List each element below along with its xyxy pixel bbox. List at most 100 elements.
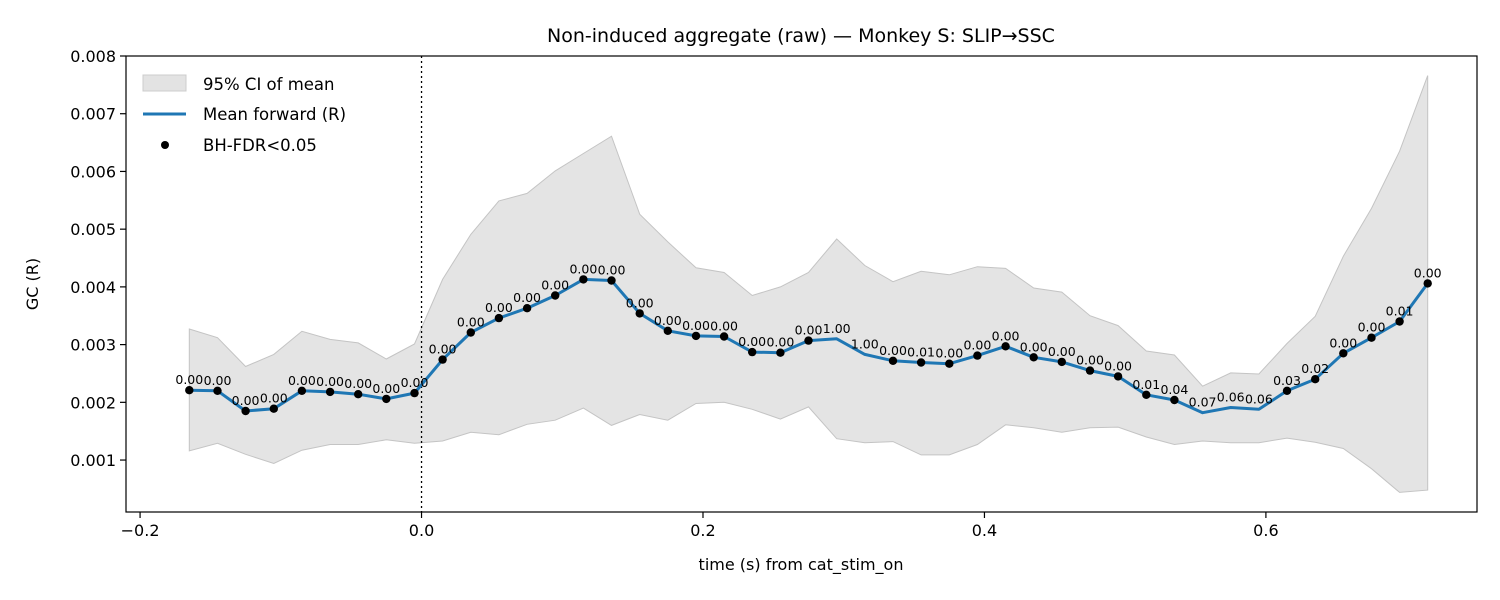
legend-ci-swatch xyxy=(142,74,187,92)
p-value-label: 0.00 xyxy=(316,374,344,389)
y-tick-label: 0.006 xyxy=(70,162,116,181)
legend-points-swatch xyxy=(161,141,169,149)
significant-point xyxy=(748,347,757,357)
p-value-label: 0.00 xyxy=(1414,265,1442,280)
significant-point xyxy=(691,331,701,341)
p-value-label: 0.04 xyxy=(1160,382,1188,397)
y-tick-label: 0.002 xyxy=(70,393,116,412)
x-axis: −0.2 0.0 0.2 0.4 0.6 xyxy=(121,512,1279,540)
y-axis: 0.001 0.002 0.003 0.004 0.005 0.006 0.007 0.008 xyxy=(70,47,126,470)
p-value-label: 0.00 xyxy=(710,319,738,334)
significant-point xyxy=(579,275,588,284)
significant-point xyxy=(1142,390,1151,399)
significant-point xyxy=(1001,342,1010,351)
x-tick-label: 0.4 xyxy=(972,521,997,540)
p-value-label: 0.00 xyxy=(288,373,316,388)
p-value-label: 0.07 xyxy=(1189,395,1217,410)
p-value-label: 0.00 xyxy=(1048,344,1076,359)
significant-point xyxy=(269,404,278,413)
p-value-label: 0.00 xyxy=(1076,353,1104,368)
p-value-label: 0.02 xyxy=(1301,361,1329,376)
significant-point xyxy=(438,355,447,364)
x-tick-label: 0.0 xyxy=(409,521,434,540)
significant-point xyxy=(635,309,644,318)
p-value-label: 0.00 xyxy=(541,278,569,293)
p-value-label: 0.00 xyxy=(654,313,682,328)
significant-point xyxy=(466,328,475,337)
p-value-label: 0.03 xyxy=(1273,373,1301,388)
significant-point xyxy=(522,304,532,313)
significant-point xyxy=(945,359,954,368)
p-value-label: 0.00 xyxy=(738,334,766,349)
p-value-label: 0.00 xyxy=(598,263,626,278)
legend-mean-label: Mean forward (R) xyxy=(203,105,346,124)
significant-point xyxy=(354,390,363,399)
chart-title: Non-induced aggregate (raw) — Monkey S: … xyxy=(547,25,1055,47)
p-value-label: 1.00 xyxy=(823,321,851,336)
x-tick-label: 0.2 xyxy=(690,521,715,540)
significant-point xyxy=(241,406,250,416)
significant-point xyxy=(1113,372,1123,381)
p-value-label: 0.00 xyxy=(963,338,991,353)
p-value-label: 0.00 xyxy=(935,346,963,361)
p-value-label: 0.00 xyxy=(626,295,654,310)
significant-point xyxy=(973,351,982,360)
p-value-label: 0.00 xyxy=(232,393,260,408)
y-tick-label: 0.001 xyxy=(70,451,116,470)
p-value-label: 0.00 xyxy=(1329,335,1357,350)
y-tick-label: 0.005 xyxy=(70,220,116,239)
p-value-label: 0.06 xyxy=(1245,391,1273,406)
p-value-label: 0.00 xyxy=(1104,358,1132,373)
significant-point xyxy=(776,348,785,357)
p-value-label: 0.00 xyxy=(682,318,710,333)
significant-point xyxy=(1367,333,1376,342)
y-tick-label: 0.007 xyxy=(70,105,116,124)
p-value-label: 0.00 xyxy=(457,315,485,330)
significant-point xyxy=(607,276,616,285)
significant-points-layer xyxy=(185,275,1432,416)
p-value-label: 0.00 xyxy=(569,261,597,276)
x-tick-label: −0.2 xyxy=(121,521,160,540)
p-value-label: 0.00 xyxy=(879,343,907,358)
significant-point xyxy=(494,313,504,323)
p-value-label: 0.00 xyxy=(429,342,457,357)
significant-point xyxy=(1395,317,1404,326)
p-value-label: 0.00 xyxy=(1020,339,1048,354)
p-value-label: 0.00 xyxy=(175,372,203,387)
significant-point xyxy=(185,386,194,395)
legend-ci-label: 95% CI of mean xyxy=(203,75,335,94)
x-tick-label: 0.6 xyxy=(1253,521,1278,540)
p-value-label: 0.00 xyxy=(372,381,400,396)
p-value-label: 0.01 xyxy=(907,345,935,360)
p-value-label: 0.00 xyxy=(1358,320,1386,335)
p-value-label: 0.00 xyxy=(260,391,288,406)
p-value-label: 0.00 xyxy=(795,323,823,338)
p-value-label: 0.00 xyxy=(485,300,513,315)
p-value-label: 0.00 xyxy=(766,335,794,350)
p-value-label: 0.01 xyxy=(1386,304,1414,319)
significant-point xyxy=(410,388,419,398)
p-value-label: 0.00 xyxy=(513,290,541,305)
y-tick-label: 0.004 xyxy=(70,278,116,297)
significant-point xyxy=(213,386,222,395)
legend: 95% CI of mean Mean forward (R) BH-FDR<0… xyxy=(142,74,346,155)
significant-point xyxy=(297,386,307,395)
significant-point xyxy=(1282,386,1292,395)
x-axis-label: time (s) from cat_stim_on xyxy=(699,555,904,575)
p-value-label: 0.06 xyxy=(1217,390,1245,405)
significant-point xyxy=(1170,395,1179,405)
significant-point xyxy=(1029,353,1038,362)
significant-point xyxy=(916,358,926,367)
p-value-label: 0.00 xyxy=(204,373,232,388)
ci-band xyxy=(188,75,1429,493)
significant-point xyxy=(1423,279,1432,288)
p-value-label: 0.01 xyxy=(1132,377,1160,392)
p-value-label: 0.00 xyxy=(344,376,372,391)
y-axis-label: GC (R) xyxy=(23,258,42,310)
significant-point xyxy=(804,336,813,345)
p-value-label: 0.00 xyxy=(992,328,1020,343)
significant-point xyxy=(719,332,729,341)
significant-point xyxy=(325,387,335,397)
p-value-label: 1.00 xyxy=(851,336,879,351)
ci-band-layer xyxy=(188,75,1429,493)
